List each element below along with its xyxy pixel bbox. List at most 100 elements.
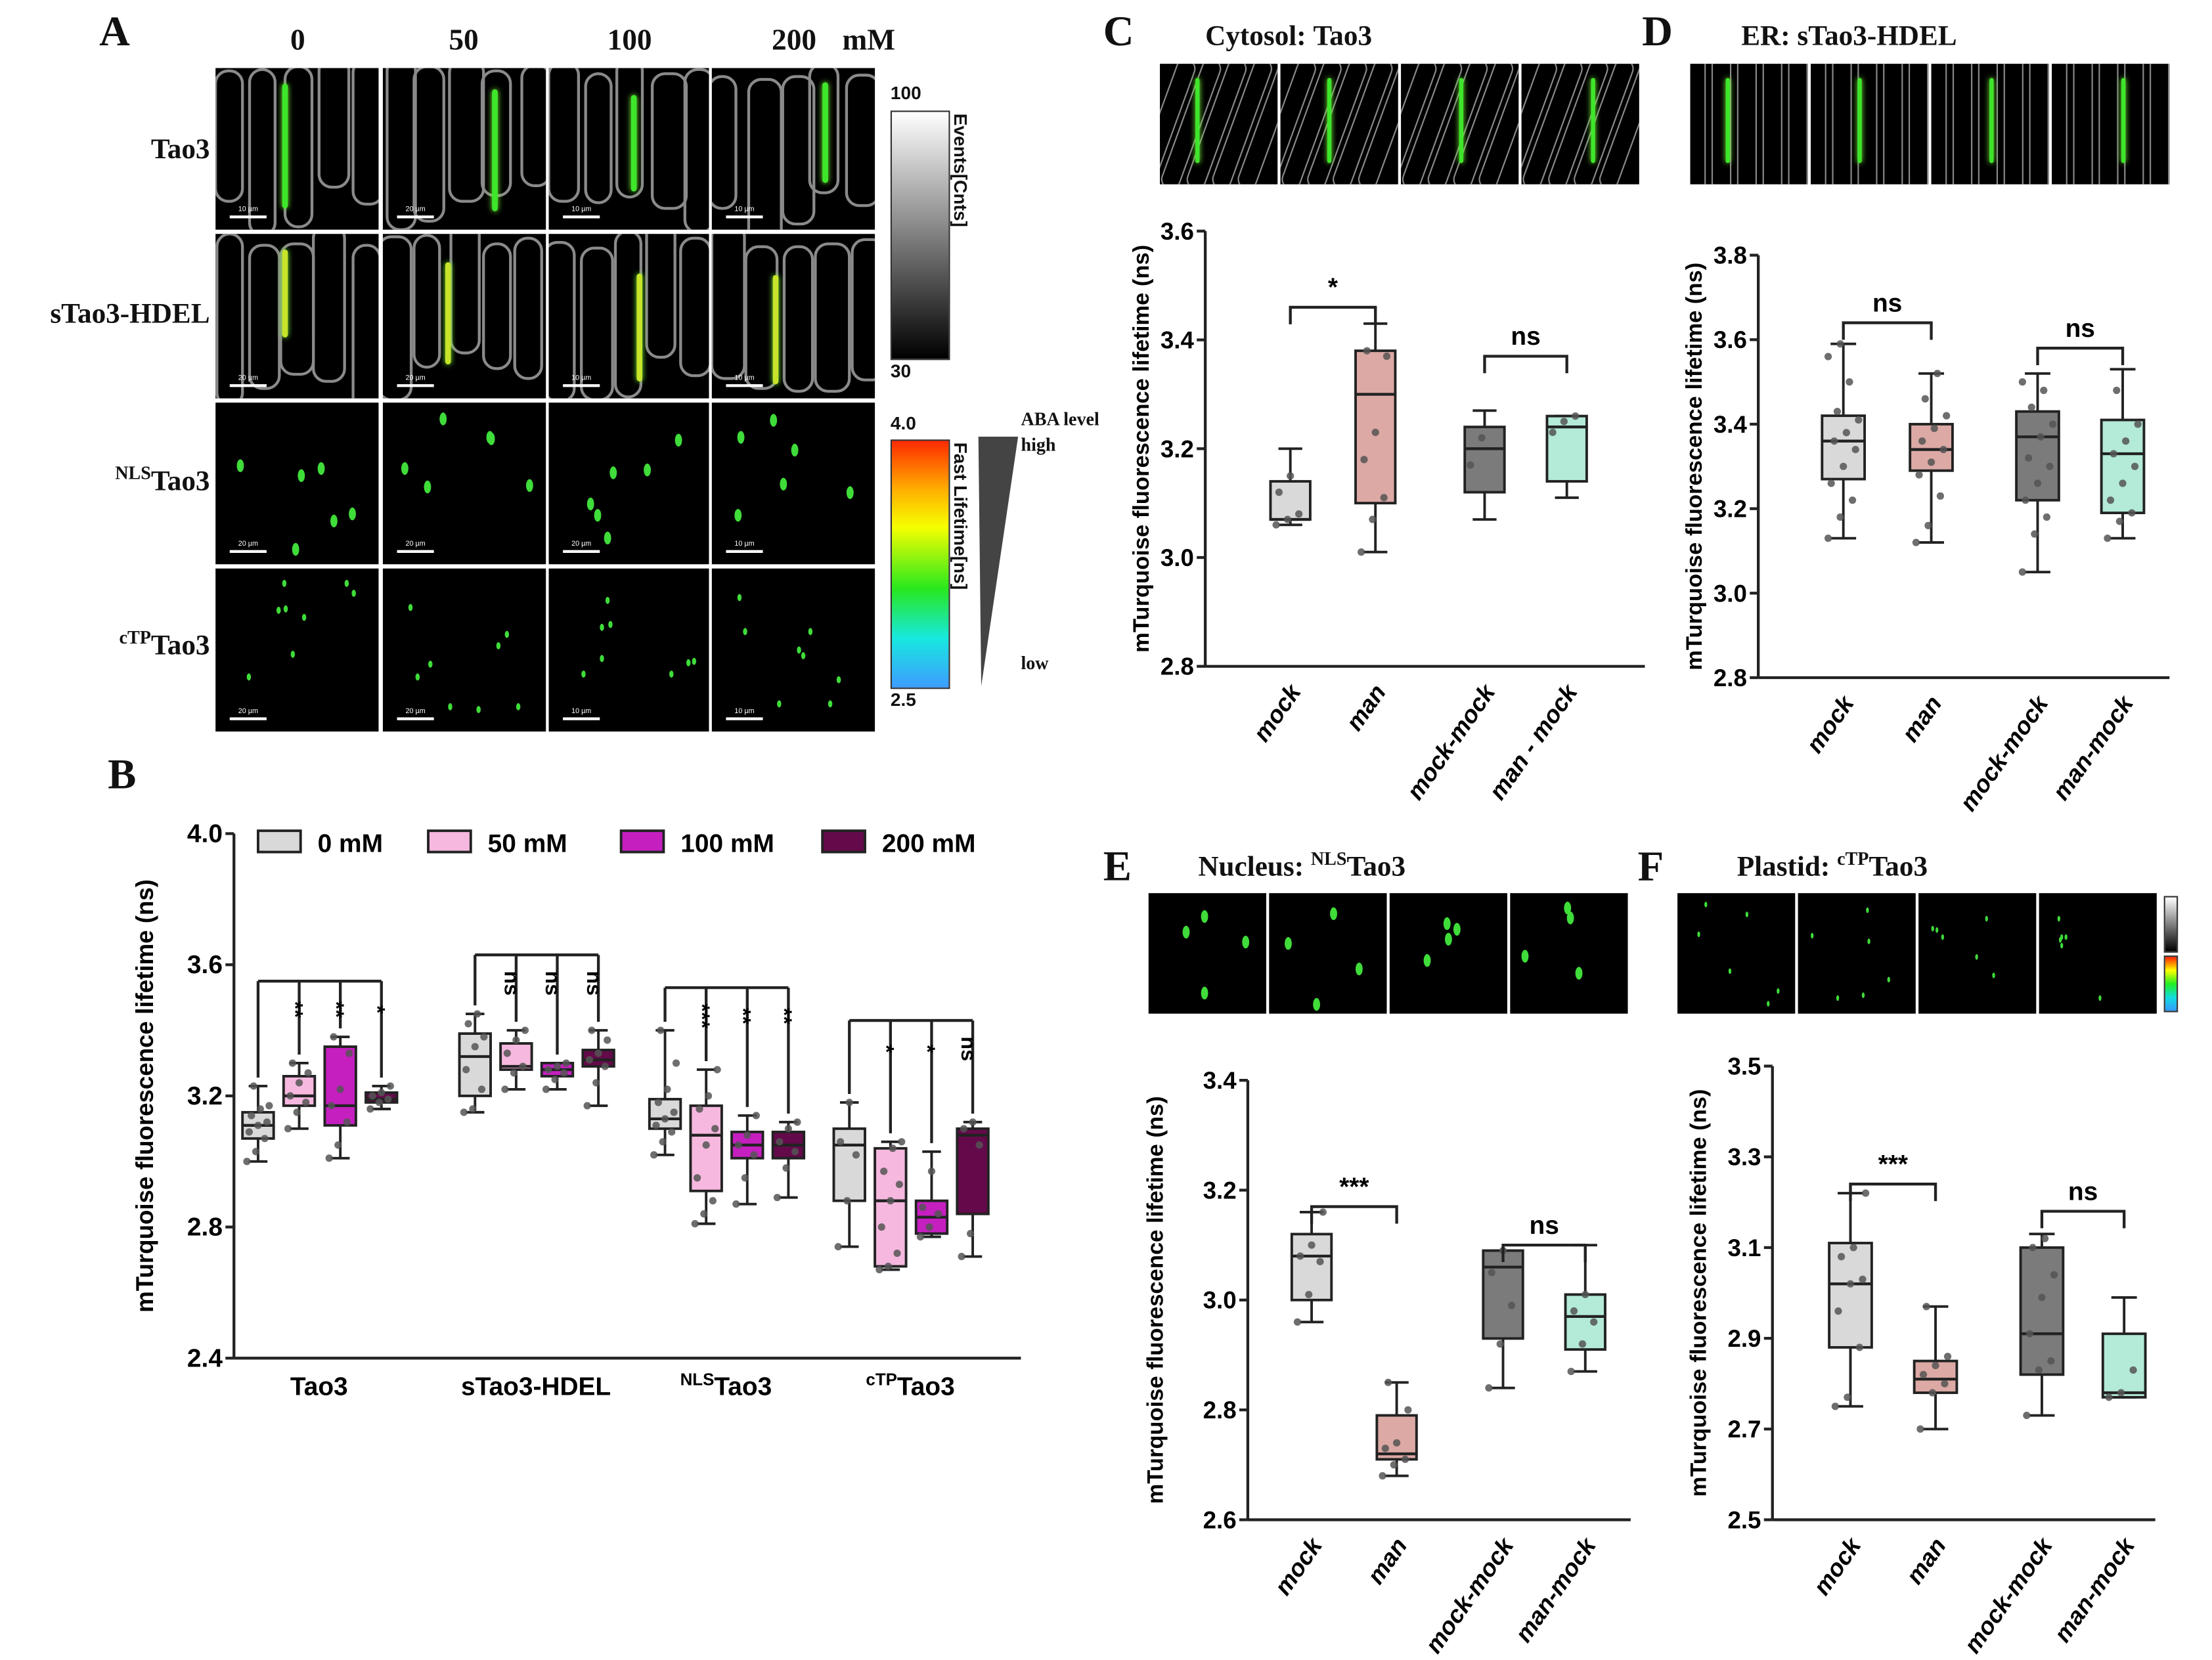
y-tick-label: 3.8 (1714, 242, 1747, 269)
data-point (895, 1181, 904, 1189)
category-label: mock-mock (1955, 690, 2054, 816)
cell-outline (2052, 64, 2068, 185)
data-point (1916, 1425, 1924, 1433)
data-point (1824, 353, 1832, 360)
data-point (1855, 416, 1863, 424)
data-point (1316, 1257, 1324, 1265)
category-label: man (1901, 1533, 1951, 1588)
category-label: mock-mock (1420, 1532, 1519, 1658)
data-point (462, 1066, 470, 1074)
fluorescent-spot (1453, 923, 1461, 936)
data-point (375, 1099, 383, 1106)
y-tick-label: 2.8 (1161, 653, 1194, 680)
category-label: mock (1808, 1532, 1867, 1600)
scale-bar: 20 µm (397, 540, 434, 554)
category-label: man (1340, 680, 1391, 735)
data-point (594, 1049, 602, 1057)
box-group (1290, 1208, 1333, 1326)
data-point (1275, 488, 1283, 496)
cell-outline (351, 68, 379, 206)
data-point (1943, 412, 1951, 420)
y-tick-label: 3.2 (1203, 1177, 1237, 1204)
data-point (1943, 1353, 1952, 1361)
fluorescent-spot (828, 700, 832, 707)
events-colorbar-title: Events[Cnts] (950, 113, 971, 227)
data-point (284, 1125, 292, 1133)
box-iqr (1482, 1249, 1524, 1340)
data-point (2047, 1357, 2055, 1365)
data-point (1293, 1318, 1302, 1326)
fluorescent-spot (1777, 988, 1781, 994)
data-point (2119, 479, 2127, 487)
box-iqr (1375, 1414, 1418, 1461)
data-point (553, 1062, 562, 1070)
panel-title-e: Nucleus: NLSTao3 (1198, 848, 1406, 883)
data-point (1862, 1189, 1870, 1197)
fluorescent-spot (495, 642, 500, 649)
data-point (261, 1135, 269, 1143)
data-point (1382, 352, 1391, 360)
box-group (2101, 1296, 2147, 1401)
data-point (1319, 1208, 1327, 1216)
data-point (691, 1220, 699, 1228)
fluorescent-spot (2058, 936, 2062, 943)
microscopy-image: 10 µm (548, 68, 709, 230)
data-point (1919, 1370, 1928, 1378)
fluorescent-spot (1563, 902, 1571, 915)
data-point (585, 1056, 594, 1064)
significance-label: * (916, 1045, 939, 1053)
box-group (1375, 1378, 1418, 1480)
fluorescent-spot (808, 627, 813, 635)
scale-bar: 20 µm (229, 540, 267, 554)
fluorescent-spot (1704, 902, 1708, 908)
microscopy-image: 20 µm (215, 568, 379, 732)
box-group (914, 1150, 949, 1241)
fluorescent-spot (1575, 967, 1583, 980)
data-point (604, 1036, 611, 1044)
data-point (696, 1105, 703, 1113)
data-point (1840, 462, 1847, 470)
fluorescent-spot (297, 470, 305, 483)
fluorescent-spot (526, 479, 534, 492)
fluorescent-spot (1182, 925, 1190, 939)
microscopy-image (1521, 64, 1639, 185)
legend-label: 100 mM (680, 830, 774, 858)
fluorescent-spot (424, 481, 431, 494)
data-point (1283, 515, 1291, 523)
cell-outline (481, 242, 512, 371)
category-name: Tao3 (714, 1372, 772, 1401)
fluorescent-spot (776, 699, 782, 707)
significance-label: ** (772, 1008, 796, 1025)
cell-outline (248, 244, 282, 391)
mini-lifetime-colorbar (2163, 955, 2179, 1013)
significance-label: * (365, 1005, 389, 1014)
y-tick-label: 2.7 (1727, 1416, 1761, 1443)
significance-label: *** (690, 1003, 714, 1028)
category-label: NLSTao3 (680, 1370, 772, 1401)
microscopy-image: 20 µm (215, 234, 379, 399)
data-point (672, 1059, 680, 1067)
data-point (1496, 1340, 1504, 1348)
fluorescent-spot (246, 673, 252, 681)
data-point (265, 1102, 273, 1110)
data-point (659, 1138, 667, 1146)
chart-d: 2.8 3.0 3.2 3.4 3.6 3.8 mTurquoise fluorescenc… (1682, 242, 2170, 816)
category-label: man-mock (2048, 1532, 2140, 1647)
scale-bar: 20 µm (229, 707, 267, 720)
box-iqr (1269, 480, 1312, 521)
scale-bar: 20 µm (397, 707, 434, 720)
data-point (704, 1092, 713, 1100)
y-axis-label: mTurquoise fluorescence lifetime (ns) (1143, 1096, 1168, 1504)
cell-outline (412, 68, 446, 223)
microscopy-image: 10 µm (711, 68, 875, 230)
microscopy-image: 20 µm (382, 234, 546, 399)
cell-outline (808, 68, 840, 194)
data-point (378, 1089, 386, 1097)
significance-label: ns (541, 971, 565, 996)
cell-outline (382, 234, 413, 399)
data-point (1918, 437, 1926, 445)
fluorescent-signal (282, 249, 288, 338)
data-point (503, 1049, 511, 1057)
lifetime-min: 2.5 (890, 689, 916, 710)
microscopy-image: 20 µm (548, 403, 709, 565)
